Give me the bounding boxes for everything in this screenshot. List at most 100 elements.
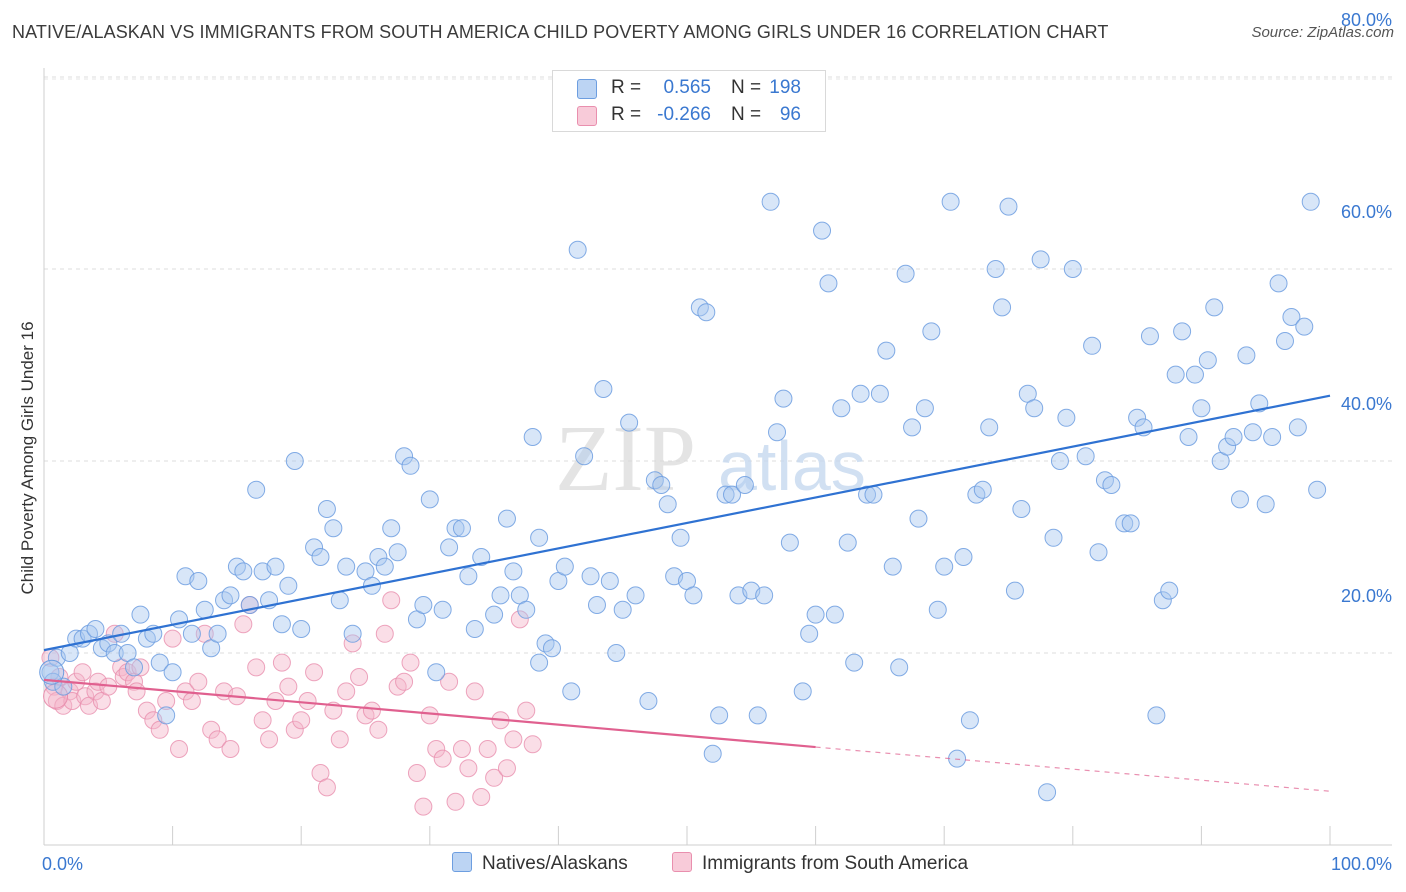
immigrant-point — [414, 797, 433, 816]
native-point — [324, 519, 343, 538]
native-point — [1160, 581, 1179, 600]
native-point — [832, 399, 851, 418]
legend-item-natives: Natives/Alaskans — [452, 852, 628, 875]
native-point — [716, 485, 735, 504]
native-point — [285, 452, 304, 470]
immigrant-legend-swatch — [672, 852, 692, 872]
immigrant-point — [279, 677, 298, 696]
native-point — [1166, 365, 1185, 384]
native-point — [1121, 514, 1140, 533]
correlation-legend: R = 0.565 N = 198 R = -0.266 N = 96 — [552, 70, 826, 132]
r-label: R = — [611, 77, 642, 98]
native-point — [195, 600, 214, 619]
r-value-immigrants: -0.266 — [657, 104, 711, 125]
native-point — [1038, 783, 1057, 802]
native-point — [427, 663, 446, 682]
native-point — [1198, 351, 1217, 370]
native-point — [1057, 408, 1076, 427]
native-point — [703, 744, 722, 763]
immigrant-point — [465, 682, 484, 701]
native-point — [626, 586, 645, 605]
native-point — [157, 706, 176, 725]
native-point — [671, 528, 690, 547]
immigrant-point — [330, 730, 349, 749]
immigrant-point — [285, 720, 304, 739]
legend-label-immigrants: Immigrants from South America — [702, 853, 969, 874]
native-point — [684, 586, 703, 605]
native-point — [446, 519, 465, 538]
trend-lines — [43, 394, 1331, 792]
native-point — [472, 548, 491, 566]
native-point — [337, 557, 356, 576]
native-point — [935, 557, 954, 576]
immigrant-point — [504, 730, 523, 749]
native-point — [980, 418, 999, 437]
native-point — [208, 624, 227, 643]
native-point — [813, 221, 832, 240]
native-point — [221, 586, 240, 605]
native-point — [999, 197, 1018, 216]
native-point — [542, 639, 561, 658]
native-point — [600, 572, 619, 590]
native-point — [954, 548, 973, 566]
native-point — [915, 399, 934, 418]
immigrant-point — [163, 629, 182, 648]
immigrant-point — [253, 711, 272, 730]
native-point — [272, 615, 291, 634]
immigrant-trend-line — [43, 678, 816, 749]
n-value-immigrants: 96 — [779, 104, 801, 125]
immigrant-point — [375, 624, 394, 643]
native-point — [761, 192, 780, 211]
immigrant-point — [485, 768, 504, 787]
native-point — [555, 557, 574, 576]
native-point — [896, 264, 915, 283]
native-point — [562, 682, 581, 701]
native-point — [1308, 480, 1327, 499]
native-point — [1089, 543, 1108, 562]
y-tick-label: 20.0% — [1341, 586, 1392, 606]
axes — [43, 68, 1392, 846]
x-tick-label-max: 100.0% — [1331, 854, 1392, 874]
native-point — [388, 543, 407, 562]
immigrant-point — [478, 740, 497, 758]
immigrant-point — [369, 720, 388, 739]
immigrant-point — [343, 634, 362, 653]
native-point — [517, 600, 536, 619]
watermark-zip: ZIP — [555, 407, 696, 511]
native-point — [420, 490, 439, 509]
native-point — [234, 562, 253, 581]
immigrant-point — [452, 740, 471, 758]
native-swatch — [577, 79, 597, 99]
native-point — [748, 706, 767, 725]
native-point — [768, 423, 787, 442]
native-point — [414, 596, 433, 614]
native-point — [973, 480, 992, 499]
immigrant-point — [305, 663, 324, 682]
immigrant-point — [446, 792, 465, 811]
immigrant-point — [427, 740, 446, 758]
n-value-natives: 198 — [769, 77, 801, 98]
native-point — [607, 644, 626, 662]
native-point — [1031, 250, 1050, 269]
native-point — [870, 384, 889, 403]
immigrant-point — [170, 740, 189, 758]
native-point — [735, 476, 754, 494]
native-point — [658, 495, 677, 514]
immigrant-point — [221, 740, 240, 758]
immigrant-point — [350, 668, 369, 686]
native-point — [530, 653, 549, 672]
native-point — [523, 428, 542, 446]
native-point — [382, 519, 401, 538]
native-point — [1083, 336, 1102, 355]
native-point — [568, 240, 587, 259]
native-point — [189, 572, 208, 590]
native-point — [877, 341, 896, 360]
native-point — [780, 533, 799, 552]
immigrant-point — [260, 730, 279, 749]
immigrant-point — [395, 672, 414, 691]
r-label: R = — [611, 104, 642, 125]
native-point — [343, 624, 362, 643]
immigrant-point — [337, 682, 356, 701]
native-point — [330, 591, 349, 610]
